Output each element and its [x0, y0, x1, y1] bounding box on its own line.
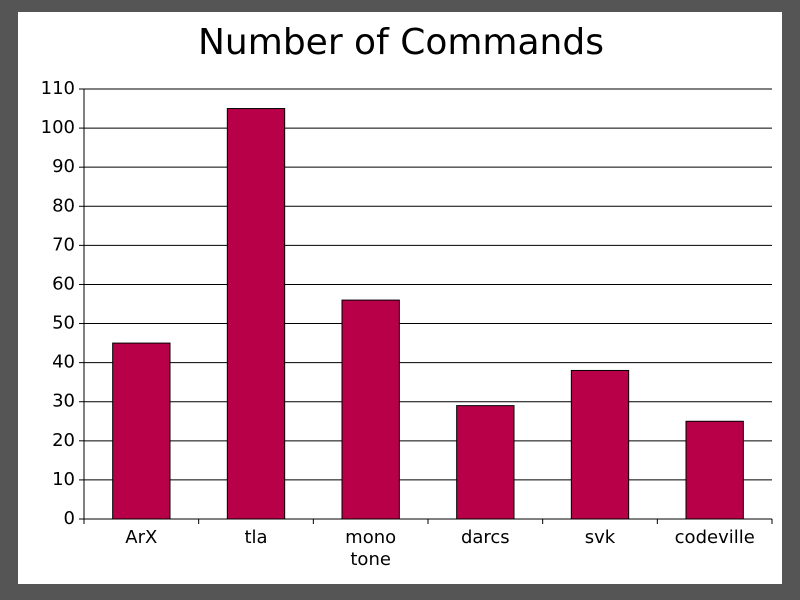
y-tick-label: 60: [52, 273, 75, 294]
y-tick-label: 20: [52, 430, 75, 451]
x-tick-label: darcs: [460, 527, 510, 548]
x-tick-label: mono tone: [345, 527, 397, 570]
y-tick-label: 90: [52, 156, 75, 177]
x-tick-label: codeville: [674, 527, 755, 548]
y-tick-label: 50: [52, 313, 75, 334]
x-tick-label: svk: [584, 527, 616, 548]
y-tick-label: 70: [52, 234, 75, 255]
x-tick-label: ArX: [125, 527, 158, 548]
y-tick-label: 0: [64, 508, 75, 529]
bar: [341, 299, 400, 520]
y-tick-label: 80: [52, 195, 75, 216]
chart-title: Number of Commands: [198, 22, 604, 63]
y-tick-label: 30: [52, 391, 75, 412]
y-tick-label: 110: [41, 78, 75, 99]
y-tick-label: 100: [41, 117, 75, 138]
bar: [112, 342, 171, 520]
bar: [685, 420, 744, 520]
x-tick-label: tla: [244, 527, 268, 548]
y-tick-label: 40: [52, 352, 75, 373]
bar: [456, 405, 515, 520]
bar: [226, 108, 286, 520]
y-tick-label: 10: [52, 469, 75, 490]
bar: [570, 369, 630, 520]
